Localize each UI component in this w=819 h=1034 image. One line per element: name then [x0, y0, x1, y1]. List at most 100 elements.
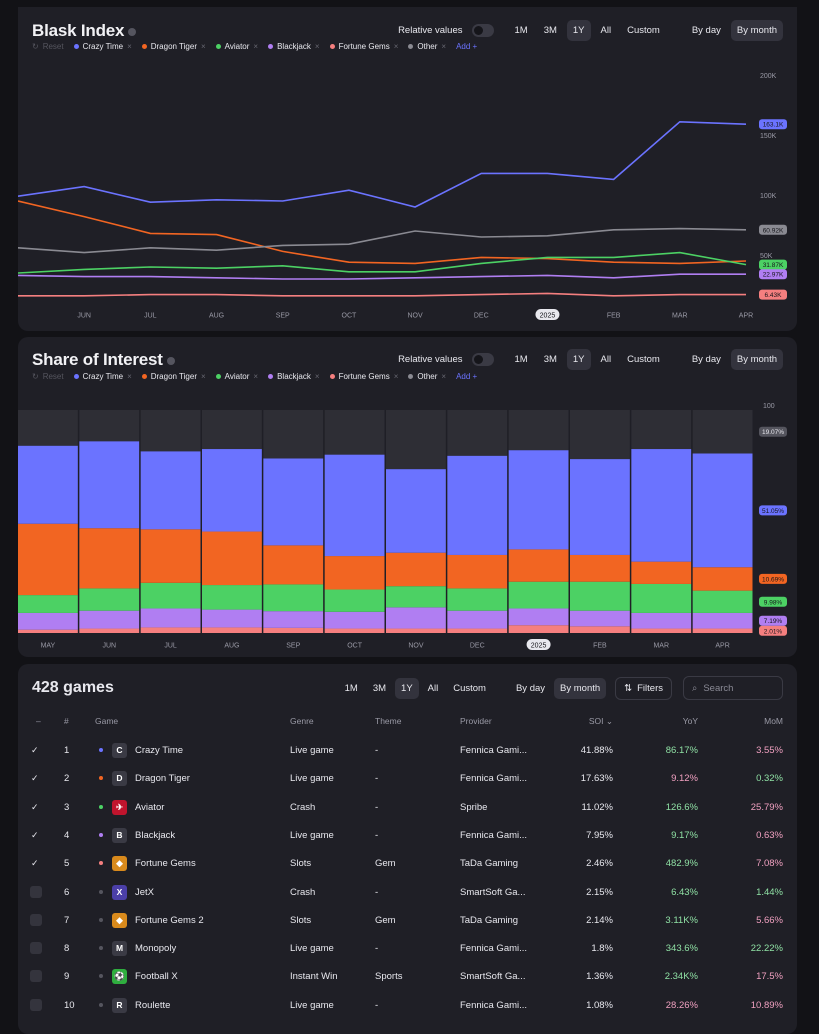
game-name[interactable]: Dragon Tiger: [135, 773, 190, 785]
table-row[interactable]: 9 ⚽ Football X Instant Win Sports SmartSoft G…: [18, 962, 797, 990]
soi-range-custom-button[interactable]: Custom: [627, 354, 660, 365]
legend-reset-button[interactable]: ↻ Reset: [32, 42, 64, 51]
genre-column-header[interactable]: Genre: [290, 716, 314, 726]
game-name[interactable]: Football X: [135, 971, 178, 983]
table-row[interactable]: 10 R Roulette Live game - Fennica Gami... 1.08…: [18, 991, 797, 1019]
row-checked-icon[interactable]: ✓: [31, 858, 39, 869]
table-row[interactable]: 7 ◆ Fortune Gems 2 Slots Gem TaDa Gaming 2.14%…: [18, 906, 797, 934]
table-row[interactable]: ✓ 2 D Dragon Tiger Live game - Fennica Gami...…: [18, 764, 797, 792]
remove-icon[interactable]: ×: [127, 42, 132, 51]
table-range-1y-button[interactable]: 1Y: [395, 677, 419, 699]
legend-item-other[interactable]: Other ×: [408, 372, 446, 381]
remove-icon[interactable]: ×: [200, 372, 206, 381]
table-by-day-button[interactable]: By day: [515, 682, 546, 694]
row-checked-icon[interactable]: ✓: [31, 773, 39, 784]
soi-range-1m-button[interactable]: 1M: [514, 354, 528, 365]
remove-icon[interactable]: ×: [441, 372, 447, 381]
series-color-dot: [99, 832, 103, 837]
mom-column-header[interactable]: MoM: [764, 716, 783, 726]
row-checkbox[interactable]: [30, 942, 42, 955]
theme-column-header[interactable]: Theme: [375, 716, 402, 726]
game-name[interactable]: Crazy Time: [135, 745, 184, 756]
bar-segment-blackjack: [263, 611, 324, 628]
row-rank: 1: [64, 745, 70, 756]
table-range-custom-button[interactable]: Custom: [453, 682, 486, 694]
legend-item-aviator[interactable]: Aviator ×: [215, 372, 259, 381]
blask-by-day-button[interactable]: By day: [691, 25, 721, 36]
info-icon[interactable]: [128, 27, 137, 36]
row-checked-icon[interactable]: ✓: [31, 745, 39, 755]
legend-add-button[interactable]: Add +: [456, 42, 478, 51]
soi-range-all-button[interactable]: All: [600, 354, 612, 365]
blask-range-custom-button[interactable]: Custom: [627, 25, 660, 36]
soi-column-header[interactable]: SOI ⌄: [588, 716, 613, 726]
legend-item-crazy-time[interactable]: Crazy Time ×: [73, 372, 132, 381]
remove-icon[interactable]: ×: [253, 372, 259, 381]
legend-item-blackjack[interactable]: Blackjack ×: [268, 372, 320, 381]
game-name[interactable]: Fortune Gems: [135, 858, 196, 870]
table-range-all-button[interactable]: All: [427, 682, 439, 694]
provider-column-header[interactable]: Provider: [460, 716, 492, 726]
table-row[interactable]: 6 X JetX Crash - SmartSoft Ga... 2.15% 6.43% 1.4…: [18, 878, 797, 906]
game-name[interactable]: Aviator: [135, 801, 165, 813]
soi-range-3m-button[interactable]: 3M: [543, 354, 557, 365]
relative-values-toggle[interactable]: [472, 24, 495, 37]
table-row[interactable]: ✓ 1 C Crazy Time Live game - Fennica Gami... 41…: [18, 736, 797, 764]
legend-item-other[interactable]: Other ×: [408, 42, 446, 51]
game-name[interactable]: Roulette: [135, 999, 171, 1011]
game-column-header[interactable]: Game: [95, 716, 119, 726]
legend-reset-button[interactable]: ↻ Reset: [32, 372, 64, 381]
remove-icon[interactable]: ×: [127, 372, 132, 381]
blask-range-1y-button[interactable]: 1Y: [566, 20, 591, 41]
table-by-month-button[interactable]: By month: [554, 677, 607, 699]
x-tick-label: DEC: [474, 313, 489, 320]
legend-item-crazy-time[interactable]: Crazy Time ×: [73, 42, 132, 51]
remove-icon[interactable]: ×: [393, 42, 399, 51]
legend-item-blackjack[interactable]: Blackjack ×: [268, 42, 320, 51]
remove-icon[interactable]: ×: [393, 372, 399, 381]
row-checkbox[interactable]: [30, 913, 42, 926]
table-row[interactable]: 8 M Monopoly Live game - Fennica Gami... 1.8% 3…: [18, 934, 797, 962]
legend-add-button[interactable]: Add +: [456, 372, 478, 381]
soi-by-month-button[interactable]: By month: [730, 349, 783, 370]
game-name[interactable]: JetX: [135, 886, 155, 898]
row-checkbox[interactable]: [30, 970, 42, 983]
remove-icon[interactable]: ×: [200, 42, 206, 51]
table-range-1m-button[interactable]: 1M: [344, 682, 358, 694]
remove-icon[interactable]: ×: [314, 372, 320, 381]
bar-segment-dragon-tiger: [631, 561, 692, 584]
filters-button[interactable]: ⇅ Filters: [615, 676, 672, 700]
remove-icon[interactable]: ×: [253, 42, 259, 51]
blask-range-3m-button[interactable]: 3M: [543, 25, 557, 36]
search-input[interactable]: ⌕ Search: [683, 676, 783, 700]
game-name[interactable]: Monopoly: [135, 943, 177, 955]
relative-values-toggle[interactable]: [472, 353, 495, 366]
row-checkbox[interactable]: [30, 885, 42, 898]
blask-range-all-button[interactable]: All: [600, 25, 612, 36]
legend-item-fortune-gems[interactable]: Fortune Gems ×: [329, 42, 399, 51]
soi-by-day-button[interactable]: By day: [691, 354, 721, 365]
blask-by-month-button[interactable]: By month: [730, 20, 783, 41]
legend-item-dragon-tiger[interactable]: Dragon Tiger ×: [141, 372, 206, 381]
game-name[interactable]: Fortune Gems 2: [135, 914, 204, 926]
blask-range-1m-button[interactable]: 1M: [514, 25, 528, 36]
info-icon[interactable]: [166, 356, 175, 365]
select-all-checkbox[interactable]: –: [36, 716, 41, 726]
legend-item-aviator[interactable]: Aviator ×: [215, 42, 259, 51]
remove-icon[interactable]: ×: [441, 42, 447, 51]
share-of-interest-controls: Relative values 1M 3M 1Y All Custom By day By m…: [398, 349, 783, 370]
table-row[interactable]: ✓ 4 B Blackjack Live game - Fennica Gami... 7.9…: [18, 821, 797, 849]
row-checked-icon[interactable]: ✓: [31, 801, 39, 812]
row-checkbox[interactable]: [30, 998, 42, 1011]
table-row[interactable]: ✓ 5 ◆ Fortune Gems Slots Gem TaDa Gaming 2.46% 4…: [18, 849, 797, 877]
table-row[interactable]: ✓ 3 ✈ Aviator Crash - Spribe 11.02% 126.6% 25.79%: [18, 793, 797, 821]
remove-icon[interactable]: ×: [314, 42, 320, 51]
row-checked-icon[interactable]: ✓: [31, 829, 39, 840]
yoy-column-header[interactable]: YoY: [682, 716, 698, 726]
legend-item-dragon-tiger[interactable]: Dragon Tiger ×: [141, 42, 206, 51]
table-range-3m-button[interactable]: 3M: [372, 682, 387, 694]
mom-cell: 7.08%: [756, 858, 783, 870]
soi-range-1y-button[interactable]: 1Y: [566, 349, 591, 370]
game-name[interactable]: Blackjack: [135, 829, 176, 841]
legend-item-fortune-gems[interactable]: Fortune Gems ×: [329, 372, 399, 381]
